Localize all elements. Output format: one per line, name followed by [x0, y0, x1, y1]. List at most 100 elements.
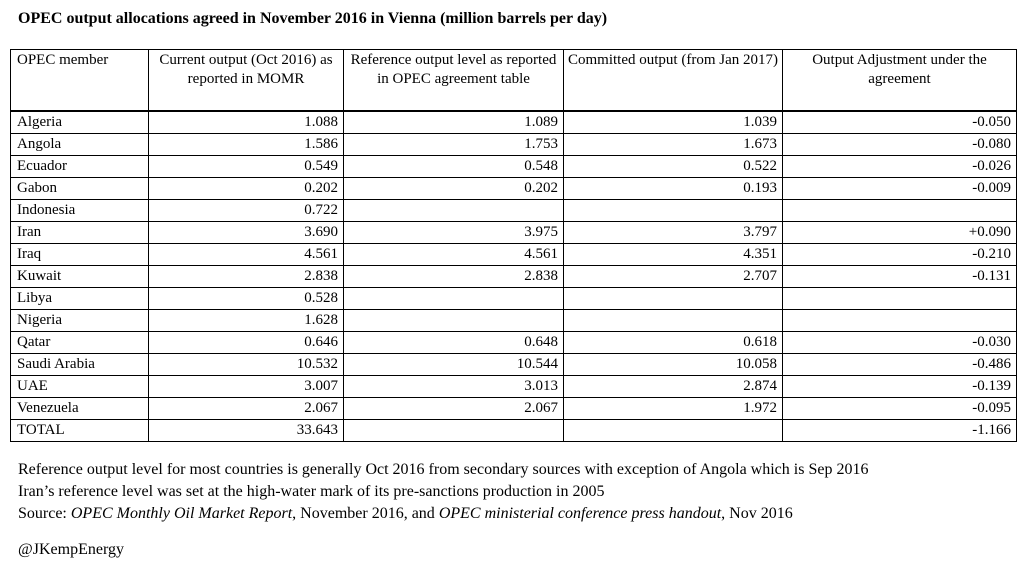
source-prefix: Source:	[18, 505, 71, 522]
table-header: OPEC member Current output (Oct 2016) as…	[10, 49, 1017, 112]
table-row-total: TOTAL 33.643 -1.166	[10, 419, 1017, 442]
reference-output-cell	[343, 287, 564, 310]
source-work-momr: OPEC Monthly Oil Market Report	[70, 505, 293, 522]
adjustment-cell: -0.009	[782, 177, 1017, 200]
member-cell: Saudi Arabia	[10, 353, 149, 376]
source-suffix: , Nov 2016	[721, 505, 793, 522]
adjustment-cell: -1.166	[782, 419, 1017, 442]
col-header-output-adjustment: Output Adjustment under the agreement	[782, 49, 1017, 112]
footnotes: Reference output level for most countrie…	[18, 459, 1026, 525]
reference-output-cell: 1.753	[343, 133, 564, 156]
adjustment-cell: -0.080	[782, 133, 1017, 156]
table-row: Venezuela 2.067 2.067 1.972 -0.095	[10, 397, 1017, 420]
committed-output-cell: 4.351	[563, 243, 783, 266]
reference-output-cell: 3.975	[343, 221, 564, 244]
committed-output-cell: 1.039	[563, 110, 783, 134]
table-body: Algeria 1.088 1.089 1.039 -0.050 Angola 1.586 1…	[10, 110, 1017, 442]
table-row: Indonesia 0.722	[10, 199, 1017, 222]
col-header-committed-output: Committed output (from Jan 2017)	[563, 49, 783, 112]
adjustment-cell: -0.095	[782, 397, 1017, 420]
adjustment-cell: -0.139	[782, 375, 1017, 398]
committed-output-cell: 3.797	[563, 221, 783, 244]
adjustment-cell	[782, 287, 1017, 310]
current-output-cell: 2.067	[148, 397, 344, 420]
committed-output-cell: 0.618	[563, 331, 783, 354]
reference-output-cell: 3.013	[343, 375, 564, 398]
adjustment-cell: -0.030	[782, 331, 1017, 354]
committed-output-cell: 1.972	[563, 397, 783, 420]
table-row: Iraq 4.561 4.561 4.351 -0.210	[10, 243, 1017, 266]
source-line: Source: OPEC Monthly Oil Market Report, …	[18, 503, 1026, 525]
committed-output-cell	[563, 287, 783, 310]
current-output-cell: 2.838	[148, 265, 344, 288]
current-output-cell: 10.532	[148, 353, 344, 376]
source-work-press-handout: OPEC ministerial conference press handou…	[438, 505, 722, 522]
table-row: Kuwait 2.838 2.838 2.707 -0.131	[10, 265, 1017, 288]
col-header-reference-output: Reference output level as reported in OP…	[343, 49, 564, 112]
current-output-cell: 0.646	[148, 331, 344, 354]
adjustment-cell: -0.026	[782, 155, 1017, 178]
reference-output-cell	[343, 309, 564, 332]
reference-output-cell: 0.648	[343, 331, 564, 354]
committed-output-cell	[563, 309, 783, 332]
source-mid: , November 2016, and	[292, 505, 439, 522]
footnote-reference-period: Reference output level for most countrie…	[18, 461, 869, 478]
member-cell: Libya	[10, 287, 149, 310]
table-row: Qatar 0.646 0.648 0.618 -0.030	[10, 331, 1017, 354]
current-output-cell: 4.561	[148, 243, 344, 266]
member-cell: Nigeria	[10, 309, 149, 332]
adjustment-cell	[782, 199, 1017, 222]
opec-allocations-table: OPEC member Current output (Oct 2016) as…	[10, 49, 1017, 442]
reference-output-cell: 0.548	[343, 155, 564, 178]
col-header-current-output: Current output (Oct 2016) as reported in…	[148, 49, 344, 112]
reference-output-cell: 1.089	[343, 110, 564, 134]
table-row: Ecuador 0.549 0.548 0.522 -0.026	[10, 155, 1017, 178]
reference-output-cell	[343, 199, 564, 222]
table-row: Saudi Arabia 10.532 10.544 10.058 -0.486	[10, 353, 1017, 376]
current-output-cell: 3.007	[148, 375, 344, 398]
member-cell: Venezuela	[10, 397, 149, 420]
adjustment-cell: -0.050	[782, 110, 1017, 134]
member-cell: Kuwait	[10, 265, 149, 288]
adjustment-cell: -0.131	[782, 265, 1017, 288]
current-output-cell: 0.528	[148, 287, 344, 310]
table-row: Gabon 0.202 0.202 0.193 -0.009	[10, 177, 1017, 200]
committed-output-cell: 10.058	[563, 353, 783, 376]
committed-output-cell	[563, 419, 783, 442]
current-output-cell: 0.202	[148, 177, 344, 200]
member-cell: TOTAL	[10, 419, 149, 442]
committed-output-cell	[563, 199, 783, 222]
table-row: Iran 3.690 3.975 3.797 +0.090	[10, 221, 1017, 244]
member-cell: Gabon	[10, 177, 149, 200]
current-output-cell: 1.586	[148, 133, 344, 156]
current-output-cell: 33.643	[148, 419, 344, 442]
committed-output-cell: 1.673	[563, 133, 783, 156]
adjustment-cell	[782, 309, 1017, 332]
table-row: Algeria 1.088 1.089 1.039 -0.050	[10, 110, 1017, 134]
current-output-cell: 0.722	[148, 199, 344, 222]
reference-output-cell: 10.544	[343, 353, 564, 376]
adjustment-cell: +0.090	[782, 221, 1017, 244]
header-row: OPEC member Current output (Oct 2016) as…	[10, 49, 1017, 112]
twitter-handle: @JKempEnergy	[18, 541, 124, 558]
member-cell: Angola	[10, 133, 149, 156]
member-cell: Indonesia	[10, 199, 149, 222]
member-cell: UAE	[10, 375, 149, 398]
current-output-cell: 0.549	[148, 155, 344, 178]
table-row: UAE 3.007 3.013 2.874 -0.139	[10, 375, 1017, 398]
member-cell: Qatar	[10, 331, 149, 354]
committed-output-cell: 0.193	[563, 177, 783, 200]
member-cell: Algeria	[10, 110, 149, 134]
member-cell: Iran	[10, 221, 149, 244]
reference-output-cell	[343, 419, 564, 442]
footnote-iran: Iran’s reference level was set at the hi…	[18, 483, 605, 500]
committed-output-cell: 2.707	[563, 265, 783, 288]
col-header-member: OPEC member	[10, 49, 149, 112]
reference-output-cell: 2.838	[343, 265, 564, 288]
table-row: Nigeria 1.628	[10, 309, 1017, 332]
table-row: Angola 1.586 1.753 1.673 -0.080	[10, 133, 1017, 156]
member-cell: Ecuador	[10, 155, 149, 178]
member-cell: Iraq	[10, 243, 149, 266]
current-output-cell: 1.088	[148, 110, 344, 134]
